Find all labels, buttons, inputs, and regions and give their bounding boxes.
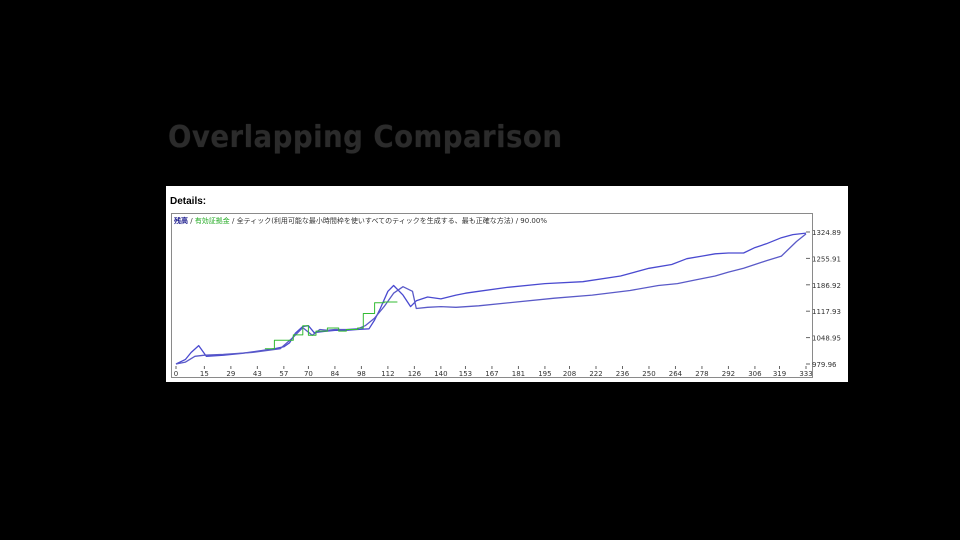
- legend-series-equity: 有効証拠金: [194, 217, 230, 225]
- legend-modeling-quality: 90.00%: [520, 217, 547, 225]
- legend-separator: /: [188, 217, 195, 225]
- line-chart: 1324.89 1255.91 1186.92 1117.93 1048.95 979.9…: [174, 229, 841, 378]
- x-tick-label: 222: [589, 370, 602, 378]
- series-line-1: [175, 232, 807, 365]
- details-label: Details:: [170, 196, 207, 207]
- legend-separator: /: [513, 217, 521, 225]
- chart-panel: Details: 1324.89 1255.91 1186.92 1117.93 104…: [166, 186, 848, 382]
- x-tick-label: 292: [722, 370, 735, 378]
- x-tick-label: 181: [512, 370, 525, 378]
- x-tick-label: 84: [330, 370, 339, 378]
- legend-model-description: 全ティック(利用可能な最小時間枠を使いすべてのティックを生成する、最も正確な方法…: [236, 217, 514, 225]
- x-tick-label: 167: [485, 370, 498, 378]
- x-tick-label: 112: [381, 370, 394, 378]
- y-tick-label: 1324.89: [812, 229, 841, 237]
- x-tick-label: 15: [200, 370, 209, 378]
- x-tick-label: 153: [459, 370, 472, 378]
- series-line-2: [175, 233, 807, 365]
- x-tick-label: 70: [304, 370, 313, 378]
- slide-title: Overlapping Comparison: [168, 120, 563, 155]
- x-tick-label: 29: [226, 370, 235, 378]
- x-tick-label: 140: [434, 370, 447, 378]
- legend-series-balance: 残高: [174, 217, 188, 225]
- chart-frame: 1324.89 1255.91 1186.92 1117.93 1048.95 979.9…: [171, 213, 841, 378]
- y-tick-label: 1255.91: [812, 255, 841, 263]
- chart-legend: 残高 / 有効証拠金 / 全ティック(利用可能な最小時間枠を使いすべてのティック…: [174, 216, 547, 226]
- x-tick-label: 57: [279, 370, 288, 378]
- x-tick-label: 278: [695, 370, 708, 378]
- series-line-3: [264, 301, 398, 350]
- y-tick-label: 1186.92: [812, 282, 841, 290]
- x-tick-label: 250: [642, 370, 655, 378]
- x-tick-label: 306: [748, 370, 762, 378]
- x-tick-label: 126: [408, 370, 422, 378]
- x-tick-label: 236: [616, 370, 630, 378]
- x-tick-label: 333: [799, 370, 812, 378]
- x-tick-label: 98: [357, 370, 366, 378]
- legend-separator: /: [229, 217, 237, 225]
- y-tick-label: 1117.93: [812, 308, 841, 316]
- x-tick-label: 319: [773, 370, 786, 378]
- x-tick-label: 0: [174, 370, 178, 378]
- x-tick-label: 195: [538, 370, 551, 378]
- y-tick-label: 979.96: [812, 361, 837, 369]
- x-tick-label: 264: [669, 370, 683, 378]
- x-tick-label: 208: [563, 370, 576, 378]
- x-tick-label: 43: [253, 370, 262, 378]
- y-tick-label: 1048.95: [812, 335, 841, 343]
